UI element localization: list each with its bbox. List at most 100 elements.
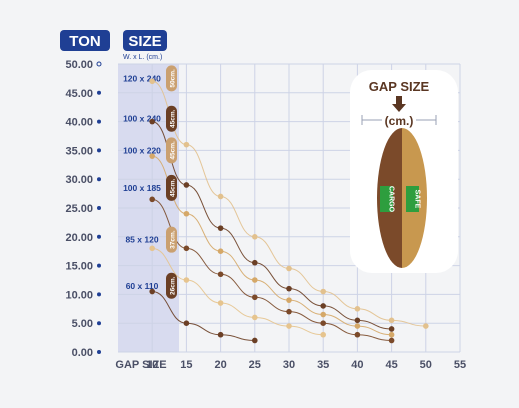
data-point	[149, 196, 155, 203]
y-tick-dot	[97, 263, 101, 268]
data-point	[320, 320, 327, 327]
data-point	[286, 297, 292, 303]
y-tick-label: 30.00	[65, 174, 93, 186]
y-tick-label: 40.00	[65, 117, 93, 129]
data-point	[388, 331, 395, 338]
y-tick-dot	[97, 90, 101, 95]
data-point	[183, 182, 190, 188]
cargo-tag-text: CARGO	[388, 186, 395, 213]
y-tick-dot	[97, 177, 101, 182]
y-tick-dot	[97, 321, 101, 326]
data-point	[183, 277, 190, 283]
size-label: 60 x 110	[126, 281, 159, 291]
data-point	[217, 225, 224, 231]
data-point	[217, 193, 224, 200]
data-point	[183, 320, 190, 327]
data-point	[183, 210, 190, 217]
gap-pill	[166, 174, 177, 201]
y-tick-label: 15.00	[65, 261, 93, 273]
data-point	[320, 331, 327, 338]
data-point	[286, 308, 292, 315]
size-badge-bg	[123, 30, 167, 51]
gap-pill	[166, 65, 177, 92]
size-labels: 120 x 240 100 x 240 100 x 220 100 x 185 85 x…	[123, 73, 161, 290]
y-tick-dot	[97, 119, 101, 124]
gap-pill-label: 50cm.	[170, 69, 177, 88]
ton-badge: TON	[69, 33, 100, 50]
data-point	[320, 303, 327, 309]
y-tick-label: 45.00	[65, 88, 93, 100]
data-point	[320, 311, 327, 318]
gap-pill-label: 26cm.	[170, 276, 177, 295]
safe-tag	[406, 186, 419, 212]
x-tick-label: 25	[249, 359, 261, 371]
data-point	[354, 306, 361, 312]
gap-pill	[166, 226, 177, 253]
data-point	[149, 78, 155, 85]
x-axis-label: GAP SIZE	[115, 359, 166, 371]
data-point	[320, 288, 327, 295]
y-tick-label: 50.00	[65, 59, 93, 71]
data-point	[183, 141, 190, 148]
gap-size-inset: GAP SIZE (cm.) CARGO SAFE	[350, 70, 458, 273]
data-point	[252, 337, 258, 344]
data-point	[149, 118, 155, 125]
gap-pill-label: 45cm.	[170, 109, 177, 128]
inset-title: GAP SIZE	[369, 79, 430, 94]
gap-pill-label: 45cm.	[170, 178, 177, 197]
gap-pills: 50cm. 45cm. 45cm. 45cm. 37cm. 26cm.	[166, 65, 177, 299]
y-tick-label: 20.00	[65, 232, 93, 244]
y-tick-dot	[97, 292, 101, 297]
gap-pill-label: 45cm.	[170, 141, 177, 160]
x-axis: 10 15 20 25 30 35 40 45 50 55	[146, 359, 466, 371]
data-point	[388, 317, 395, 324]
y-tick-label: 0.00	[72, 347, 93, 359]
size-label: 120 x 240	[123, 73, 161, 83]
data-point	[217, 331, 224, 338]
y-tick-label: 35.00	[65, 145, 93, 157]
data-point	[217, 248, 224, 254]
data-point	[354, 331, 361, 338]
size-label: 100 x 185	[123, 183, 161, 193]
gap-pill-label: 37cm.	[170, 230, 177, 249]
ton-badge-bg	[60, 30, 110, 51]
size-label: 85 x 120	[125, 235, 158, 245]
gap-pill	[166, 105, 177, 132]
data-point	[354, 317, 361, 324]
y-tick-label: 10.00	[65, 289, 93, 301]
data-point	[252, 259, 258, 266]
size-badge: SIZE	[128, 33, 161, 50]
inset-unit: (cm.)	[385, 114, 414, 128]
data-point	[217, 300, 224, 306]
cargo-tag	[380, 186, 393, 212]
series-layer	[149, 78, 429, 344]
gap-pill	[166, 137, 177, 164]
y-tick-dot	[97, 148, 101, 153]
data-point	[388, 337, 395, 344]
x-tick-label: 45	[385, 359, 397, 371]
data-point	[286, 323, 292, 329]
data-point	[252, 294, 258, 301]
data-point	[149, 288, 155, 295]
x-tick-label: 20	[214, 359, 226, 371]
y-tick-label: 25.00	[65, 203, 93, 215]
data-point	[252, 234, 258, 240]
size-label: 100 x 240	[123, 114, 161, 124]
data-point	[286, 265, 292, 272]
x-tick-label: 35	[317, 359, 329, 371]
x-tick-label: 15	[180, 359, 192, 371]
y-tick-dot	[97, 350, 101, 354]
x-tick-label: 40	[351, 359, 363, 371]
y-axis: 0.00 5.00 10.00 15.00 20.00 25.00 30.00 35.00 40…	[65, 59, 102, 359]
y-tick-label: 5.00	[72, 318, 93, 330]
size-label: 100 x 220	[123, 145, 161, 155]
y-tick-dot	[96, 61, 102, 67]
y-tick-dot	[97, 234, 101, 239]
data-point	[252, 277, 258, 283]
gap-pill	[166, 272, 177, 299]
data-point	[388, 326, 395, 332]
x-tick-label: 55	[454, 359, 466, 371]
x-tick-label: 10	[146, 359, 158, 371]
series-line	[152, 247, 324, 336]
